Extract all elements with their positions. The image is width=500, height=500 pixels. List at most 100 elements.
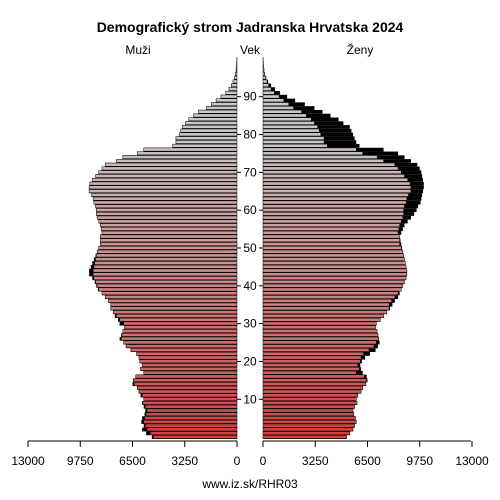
female-bar-age-52 — [262, 238, 400, 243]
male-bar-age-47 — [95, 257, 238, 262]
female-bar-age-59 — [262, 211, 404, 216]
male-bar-age-8 — [145, 404, 238, 409]
age-tick-label-10: 10 — [243, 392, 257, 406]
female-bar-age-87 — [262, 106, 294, 110]
male-bar-age-3 — [145, 423, 238, 428]
male-bar-age-42 — [93, 276, 238, 280]
female-bar-age-26 — [262, 336, 380, 341]
male-bar-age-82 — [182, 124, 238, 129]
male-bar-age-64 — [91, 193, 238, 197]
female-bar-age-46 — [262, 261, 406, 265]
female-bar-age-27 — [262, 332, 379, 337]
male-bar-age-39 — [98, 287, 238, 292]
female-bar-age-89 — [262, 98, 285, 103]
male-bar-age-81 — [180, 128, 238, 133]
male-bar-age-60 — [96, 208, 238, 212]
male-bar-age-68 — [92, 177, 238, 182]
age-tick-label-70: 70 — [243, 165, 257, 179]
male-bar-age-43 — [92, 272, 238, 277]
male-bar-age-77 — [172, 143, 238, 148]
male-bar-age-31 — [119, 317, 238, 322]
male-bar-age-25 — [123, 340, 238, 345]
male-bar-age-33 — [112, 310, 238, 314]
female-bar-age-19 — [262, 363, 359, 367]
male-bar-age-24 — [125, 344, 238, 349]
male-bar-age-41 — [95, 280, 238, 284]
female-bar-age-17 — [262, 370, 357, 375]
male-bar-age-14 — [133, 382, 238, 386]
male-bar-age-96 — [235, 72, 238, 76]
female-bar-age-78 — [262, 140, 325, 144]
female-bar-age-56 — [262, 223, 400, 227]
male-bar-age-45 — [93, 264, 238, 269]
male-bar-age-34 — [110, 306, 238, 311]
male-bar-age-18 — [140, 367, 238, 371]
male-bar-age-65 — [88, 189, 238, 193]
female-bar-age-45 — [262, 264, 407, 269]
male-bar-age-26 — [120, 336, 238, 341]
female-bar-age-84 — [262, 117, 312, 122]
male-bar-age-70 — [98, 170, 238, 175]
male-bar-age-19 — [141, 363, 238, 367]
female-bar-age-64 — [262, 193, 409, 197]
female-bar-age-76 — [262, 147, 357, 152]
female-bar-age-40 — [262, 283, 404, 288]
female-x-tick-label-6500: 6500 — [354, 454, 381, 468]
male-bar-age-98 — [236, 64, 238, 69]
female-bar-age-12 — [262, 389, 362, 394]
female-bar-age-73 — [262, 159, 384, 163]
male-bar-age-40 — [96, 283, 238, 288]
male-bar-age-56 — [100, 223, 238, 227]
male-bar-age-94 — [232, 79, 238, 84]
female-bar-age-18 — [262, 367, 360, 371]
male-bar-age-95 — [234, 75, 238, 80]
male-bar-age-66 — [88, 185, 238, 190]
male-bar-age-76 — [143, 147, 238, 152]
male-bar-age-28 — [122, 329, 238, 333]
age-tick-label-20: 20 — [243, 354, 257, 368]
female-bar-age-82 — [262, 124, 318, 129]
female-bar-age-66 — [262, 185, 412, 190]
male-bar-age-48 — [96, 253, 238, 258]
age-tick-label-80: 80 — [243, 128, 257, 142]
male-bar-age-49 — [96, 249, 238, 254]
male-bar-age-7 — [146, 408, 238, 413]
female-bar-age-25 — [262, 340, 377, 345]
male-bar-age-89 — [215, 98, 238, 103]
male-bar-age-91 — [225, 90, 238, 95]
male-bar-age-13 — [137, 385, 238, 390]
female-bar-age-60 — [262, 208, 404, 212]
female-bar-age-77 — [262, 143, 328, 148]
female-bar-age-43 — [262, 272, 408, 277]
female-bar-age-51 — [262, 242, 400, 246]
female-bar-age-23 — [262, 348, 370, 352]
age-axis: 10 20 30 40 50 60 70 80 90 — [237, 90, 263, 406]
female-bar-age-91 — [262, 90, 275, 95]
female-bar-age-29 — [262, 325, 376, 330]
age-tick-label-60: 60 — [243, 203, 257, 217]
female-bar-age-10 — [262, 397, 357, 401]
male-bar-age-97 — [235, 68, 238, 72]
male-bar-age-90 — [220, 94, 238, 99]
male-bar-age-20 — [139, 359, 238, 364]
female-bar-age-95 — [262, 75, 266, 80]
male-bar-age-59 — [96, 211, 238, 216]
male-bar-age-80 — [178, 132, 238, 137]
male-bar-age-87 — [206, 106, 238, 110]
female-bar-age-54 — [262, 230, 399, 235]
female-bars — [262, 56, 424, 439]
male-x-tick-label-13000: 13000 — [11, 454, 45, 468]
male-bar-age-38 — [101, 291, 238, 296]
male-bar-age-1 — [149, 431, 238, 436]
male-x-tick-label-0: 0 — [234, 454, 241, 468]
female-bar-age-83 — [262, 121, 315, 125]
age-tick-label-30: 30 — [243, 317, 257, 331]
male-bar-age-55 — [100, 227, 238, 231]
male-bar-age-71 — [101, 166, 238, 171]
female-bar-age-67 — [262, 181, 411, 186]
female-bar-age-38 — [262, 291, 399, 296]
female-bar-age-98 — [262, 64, 264, 69]
male-bar-age-35 — [110, 302, 238, 307]
female-bar-age-15 — [262, 378, 367, 383]
male-bar-age-73 — [116, 159, 238, 163]
